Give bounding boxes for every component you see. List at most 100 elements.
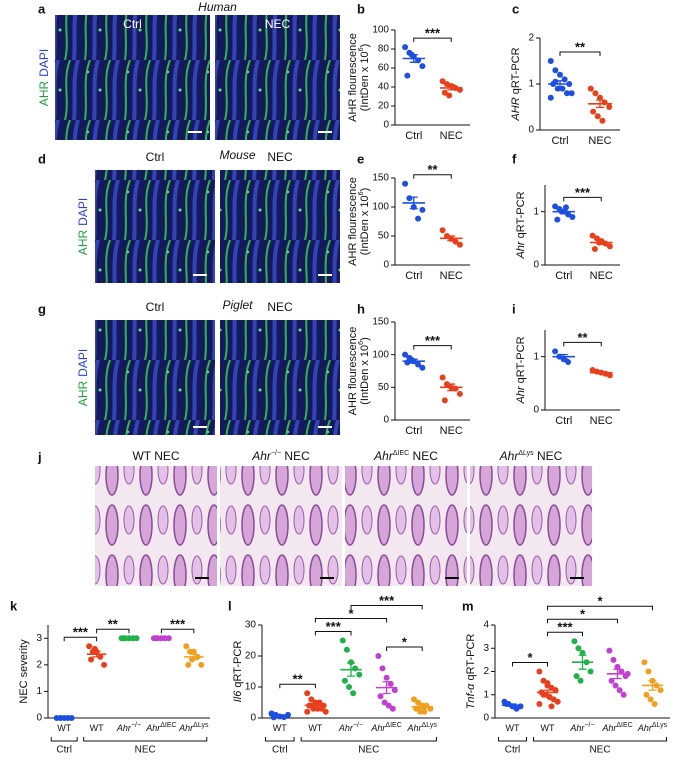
significance-bracket: [350, 605, 423, 610]
y-tick-label: 1: [36, 686, 42, 697]
data-point: [571, 638, 578, 645]
stain-label: AHR DAPI: [76, 198, 90, 255]
significance-bracket: [96, 628, 130, 634]
y-tick-label: 0: [383, 120, 389, 131]
column-label: Ctrl: [146, 300, 165, 314]
error-bar: [409, 358, 418, 364]
panel-letter: i: [512, 301, 516, 316]
stain-name: DAPI: [76, 198, 90, 226]
data-point: [456, 390, 463, 397]
x-tick-label: WT: [90, 723, 104, 733]
text-part: qRT-PCR: [510, 47, 522, 97]
error-bar: [597, 240, 606, 245]
significance-bracket: [563, 196, 602, 202]
panel-letter: b: [357, 1, 365, 16]
text-part: Ahr: [515, 240, 527, 259]
micrograph: [470, 466, 592, 586]
data-point: [587, 85, 594, 92]
text-part: Ctrl: [405, 425, 422, 437]
data-point: [446, 92, 453, 99]
panel-letter: f: [512, 151, 517, 166]
group-bracket: [498, 737, 527, 742]
error-bar: [409, 54, 418, 63]
y-axis-label: AHR flourescence: [347, 327, 359, 416]
x-tick-label: WT: [506, 723, 520, 733]
y-tick-label: 100: [372, 349, 389, 360]
y-axis-label: Ahr qRT-PCR: [515, 191, 527, 259]
x-tick-label: Ctrl: [555, 270, 572, 282]
data-point: [439, 78, 446, 85]
error-bar: [382, 681, 391, 695]
group-bracket: [83, 737, 208, 742]
group-label: NEC: [358, 745, 379, 756]
x-tick-label: AhrΔIEC: [370, 722, 401, 734]
y-tick-label: 20: [378, 101, 390, 112]
data-point: [190, 648, 197, 655]
column-label: AhrΔLys NEC: [499, 449, 563, 463]
group-label: NEC: [135, 745, 156, 756]
text-part: Ahr: [116, 723, 132, 733]
micrograph: [220, 170, 340, 283]
text-part: WT: [90, 723, 104, 733]
text-part: NEC: [440, 425, 463, 437]
significance-bracket: [413, 174, 452, 179]
x-tick-label: NEC: [590, 270, 613, 282]
data-point: [381, 699, 388, 706]
data-point: [304, 690, 311, 697]
data-point: [441, 397, 448, 404]
panel-letter: h: [357, 301, 365, 316]
y-axis-label: Il6 qRT-PCR: [232, 641, 244, 703]
significance-label: **: [577, 330, 588, 345]
significance-label: ***: [326, 619, 342, 634]
data-point: [417, 708, 424, 715]
data-point: [614, 663, 621, 670]
significance-label: **: [293, 672, 304, 687]
y-axis-label: (IntDen x 106): [358, 44, 371, 112]
column-label: Ctrl: [123, 17, 142, 31]
text-part: AHR: [510, 97, 522, 121]
text-part: NEC: [534, 449, 563, 463]
y-axis-label: AHR qRT-PCR: [510, 47, 522, 121]
data-point: [391, 687, 398, 694]
data-point: [618, 668, 625, 675]
text-part: Ahr: [251, 449, 272, 463]
data-point: [616, 687, 623, 694]
data-point: [590, 108, 597, 115]
axis-line: [394, 178, 470, 266]
x-tick-label: AhrΔLys: [178, 722, 209, 734]
text-part: Ahr: [601, 723, 617, 733]
data-point: [641, 659, 648, 666]
data-point: [657, 687, 664, 694]
y-tick-label: 150: [372, 173, 389, 184]
significance-bracket: [512, 662, 548, 667]
text-part: −/−: [584, 722, 594, 729]
data-point: [544, 682, 551, 689]
text-part: Ahr: [373, 449, 394, 463]
text-part: (IntDen x 10: [359, 345, 371, 405]
micrograph: [345, 466, 467, 586]
group-bracket: [533, 737, 667, 742]
x-tick-label: Ahr−/−: [569, 722, 594, 734]
x-tick-label: AhrΔIEC: [145, 722, 176, 734]
data-point: [606, 104, 613, 110]
text-part: ): [359, 44, 371, 48]
data-point: [561, 76, 568, 83]
stain-name: DAPI: [76, 349, 90, 377]
significance-label: **: [427, 162, 438, 177]
data-point: [198, 661, 205, 668]
x-tick-label: AhrΔLys: [637, 722, 668, 734]
significance-label: *: [348, 606, 354, 621]
text-part: Ahr: [499, 449, 520, 463]
panel-letter: e: [357, 151, 364, 166]
data-point: [402, 180, 409, 187]
significance-bracket: [559, 51, 601, 56]
data-point: [548, 703, 555, 710]
y-tick-label: 1: [533, 351, 539, 362]
stain-name: DAPI: [37, 49, 51, 77]
error-bar: [92, 650, 101, 658]
text-part: qRT-PCR: [465, 634, 477, 684]
data-point: [552, 687, 559, 694]
text-part: qRT-PCR: [515, 191, 527, 241]
data-point: [606, 647, 613, 654]
group-label: Ctrl: [56, 745, 72, 756]
